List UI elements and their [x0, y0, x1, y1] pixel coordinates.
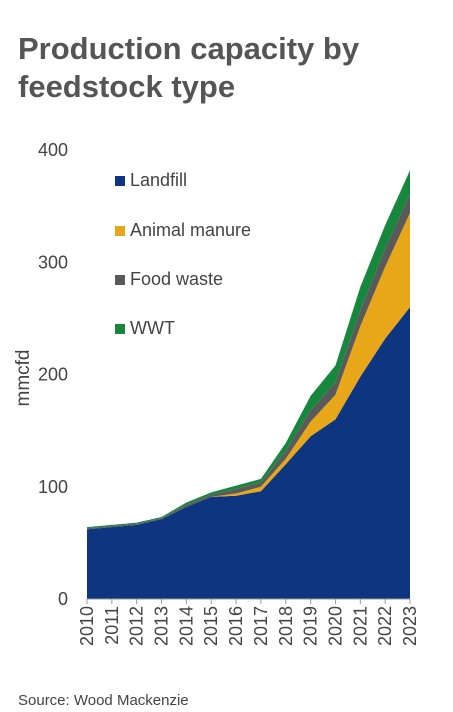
- legend-item: Animal manure: [115, 220, 251, 240]
- source-note: Source: Wood Mackenzie: [18, 692, 189, 709]
- legend-swatch: [115, 275, 125, 285]
- y-tick-label: 0: [58, 589, 68, 609]
- chart-title: Production capacity by feedstock type: [18, 31, 360, 104]
- x-tick-label: 2019: [301, 606, 321, 646]
- legend-swatch: [115, 176, 125, 186]
- legend-label: Landfill: [130, 170, 187, 190]
- y-tick-label: 100: [38, 477, 68, 497]
- legend-label: Food waste: [130, 269, 223, 289]
- x-tick-label: 2023: [400, 606, 420, 646]
- x-tick-label: 2022: [375, 606, 395, 646]
- legend-swatch: [115, 324, 125, 334]
- y-tick-label: 400: [38, 140, 68, 160]
- x-tick-label: 2013: [152, 606, 172, 646]
- legend-item: Food waste: [115, 269, 223, 289]
- legend-swatch: [115, 226, 125, 236]
- legend-item: WWT: [115, 318, 175, 338]
- x-tick-label: 2010: [77, 606, 97, 646]
- area-series-food-waste: [87, 193, 410, 530]
- x-tick-label: 2015: [201, 606, 221, 646]
- x-tick-label: 2018: [276, 606, 296, 646]
- legend-label: WWT: [130, 318, 175, 338]
- area-series-wwt: [87, 170, 410, 529]
- x-tick-label: 2016: [226, 606, 246, 646]
- x-tick-label: 2021: [350, 606, 370, 646]
- legend-item: Landfill: [115, 170, 187, 190]
- x-tick-label: 2020: [325, 606, 345, 646]
- x-tick-label: 2012: [127, 606, 147, 646]
- y-tick-label: 200: [38, 365, 68, 385]
- x-tick-label: 2017: [251, 606, 271, 646]
- area-series-landfill: [87, 307, 410, 599]
- y-tick-label: 300: [38, 252, 68, 272]
- x-tick-label: 2011: [102, 606, 122, 645]
- area-series-animal-manure: [87, 212, 410, 530]
- x-tick-label: 2014: [176, 606, 196, 646]
- legend-label: Animal manure: [130, 220, 251, 240]
